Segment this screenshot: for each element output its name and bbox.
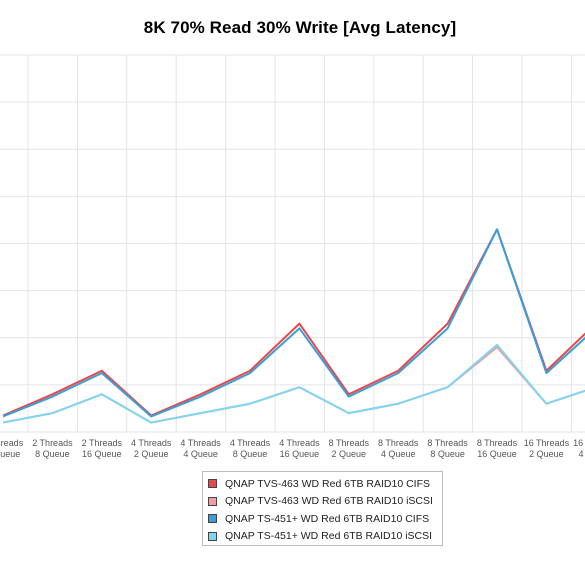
grid [0,54,585,433]
legend-label: QNAP TS-451+ WD Red 6TB RAID10 CIFS [225,512,430,525]
series-lines [2,228,585,424]
x-tick-label: 2 Threads 16 Queue [82,438,123,459]
x-tick-label: 16 Threads 2 Queue [524,438,570,459]
legend-swatch [208,514,217,524]
legend-item[interactable]: QNAP TS-451+ WD Red 6TB RAID10 CIFS [208,510,442,528]
legend-label: QNAP TVS-463 WD Red 6TB RAID10 iSCSI [225,495,433,508]
legend-label: QNAP TVS-463 WD Red 6TB RAID10 CIFS [225,477,431,490]
x-tick-label: 4 Threads 4 Queue [180,438,221,459]
legend: QNAP TVS-463 WD Red 6TB RAID10 CIFS QNAP … [202,471,443,546]
legend-swatch [208,496,217,506]
series-line-4 [2,343,585,424]
x-tick-label: 8 Threads 16 Queue [477,438,518,459]
x-tick-label: 4 Threads 8 Queue [230,438,271,459]
legend-swatch [208,479,217,489]
legend-item[interactable]: QNAP TVS-463 WD Red 6TB RAID10 iSCSI [208,493,442,511]
legend-item[interactable]: QNAP TVS-463 WD Red 6TB RAID10 CIFS [208,475,442,493]
legend-swatch [208,531,217,541]
series-line-1 [2,228,585,417]
x-tick-label: 2 Threads 8 Queue [32,438,73,459]
x-tick-label: 4 Threads 2 Queue [131,438,172,459]
x-tick-label: 8 Threads 2 Queue [329,438,370,459]
series-line-3 [2,228,585,418]
x-tick-label: 8 Threads 8 Queue [427,438,468,459]
x-tick-label: 8 Threads 4 Queue [378,438,419,459]
legend-item[interactable]: QNAP TS-451+ WD Red 6TB RAID10 iSCSI [208,528,442,546]
legend-label: QNAP TS-451+ WD Red 6TB RAID10 iSCSI [225,530,433,543]
chart-title: 8K 70% Read 30% Write [Avg Latency] [143,18,457,37]
x-tick-label: 4 Threads 16 Queue [279,438,320,459]
